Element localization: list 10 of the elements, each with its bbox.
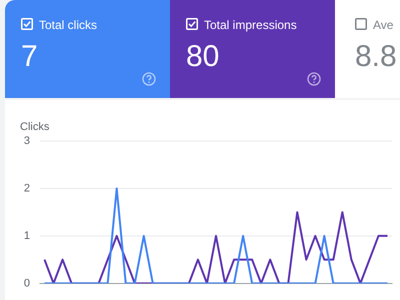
legend-card: Total clicks 7 xyxy=(5,0,170,98)
y-tick-label: 3 xyxy=(24,135,30,148)
legend-label: Total clicks xyxy=(38,18,98,32)
legend-card: Ave 8.8 xyxy=(335,0,400,98)
y-tick-label: 2 xyxy=(24,182,30,194)
y-axis-title: Clicks xyxy=(20,121,50,134)
y-tick-label: 1 xyxy=(24,230,30,242)
y-tick-label: 0 xyxy=(24,277,30,290)
legend-label: Total impressions xyxy=(203,18,298,32)
legend-card: Total impressions 80 xyxy=(170,0,335,98)
